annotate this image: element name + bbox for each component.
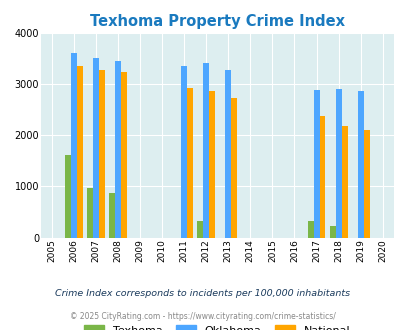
Bar [93,57,98,238]
Bar [341,126,347,238]
Bar [121,72,126,238]
Title: Texhoma Property Crime Index: Texhoma Property Crime Index [90,14,344,29]
Bar [335,89,341,238]
Bar [319,116,325,238]
Bar [77,66,83,238]
Bar [225,70,231,238]
Bar [313,90,319,238]
Bar [70,53,77,238]
Bar [357,91,363,238]
Bar [115,61,121,238]
Legend: Texhoma, Oklahoma, National: Texhoma, Oklahoma, National [79,321,354,330]
Bar [109,193,115,238]
Bar [209,91,215,238]
Bar [87,188,93,238]
Bar [181,66,187,238]
Text: © 2025 CityRating.com - https://www.cityrating.com/crime-statistics/: © 2025 CityRating.com - https://www.city… [70,312,335,321]
Bar [65,155,70,238]
Bar [307,221,313,238]
Bar [231,98,237,238]
Bar [197,221,202,238]
Text: Crime Index corresponds to incidents per 100,000 inhabitants: Crime Index corresponds to incidents per… [55,289,350,298]
Bar [187,88,192,238]
Bar [98,70,104,238]
Bar [363,130,369,238]
Bar [202,63,209,238]
Bar [329,226,335,238]
